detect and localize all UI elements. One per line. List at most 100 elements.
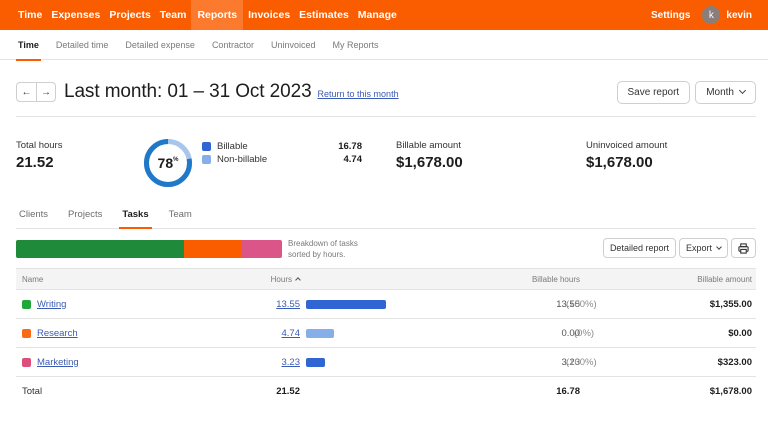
hours-bar-cell xyxy=(306,290,386,318)
hours-bar-cell xyxy=(306,348,325,376)
total-label: Total xyxy=(22,386,43,397)
tab-tasks[interactable]: Tasks xyxy=(119,206,152,229)
export-button[interactable]: Export xyxy=(678,238,728,258)
subnav-contractor[interactable]: Contractor xyxy=(211,39,254,50)
breakdown-text-line1: Breakdown of tasks xyxy=(288,239,358,248)
hours-bar-cell xyxy=(306,319,334,347)
task-link-writing[interactable]: Writing xyxy=(37,298,67,310)
task-link-marketing[interactable]: Marketing xyxy=(37,356,79,368)
header-hours[interactable]: Hours xyxy=(270,269,301,289)
tab-clients[interactable]: Clients xyxy=(19,209,49,220)
subnav-detailed-expense[interactable]: Detailed expense xyxy=(125,39,195,50)
billable-hours-cell: 0.00 xyxy=(562,319,581,347)
settings-link[interactable]: Settings xyxy=(650,9,691,21)
nav-estimates[interactable]: Estimates xyxy=(299,9,349,21)
arrow-right-icon: → xyxy=(41,86,51,98)
billable-percent: 78% xyxy=(142,137,194,189)
task-breakdown-bar xyxy=(16,240,282,258)
hours-cell: 13.55 xyxy=(276,290,300,318)
summary-stats: Total hours 21.52 78% Billable 16.78 Non… xyxy=(16,137,756,190)
total-billable-hours: 16.78 xyxy=(556,386,580,397)
nav-time[interactable]: Time xyxy=(18,9,43,21)
breakdown-tabs: Clients Projects Tasks Team xyxy=(16,206,756,229)
page-title: Last month: 01 – 31 Oct 2023 xyxy=(64,81,312,102)
nav-projects[interactable]: Projects xyxy=(109,9,151,21)
task-name-cell: Marketing xyxy=(22,348,79,376)
divider xyxy=(16,116,756,117)
percent-sign: % xyxy=(173,157,179,163)
header-name[interactable]: Name xyxy=(22,274,44,284)
breakdown-segment-marketing[interactable] xyxy=(242,240,282,258)
header-billable-hours[interactable]: Billable hours xyxy=(531,274,580,284)
billable-hours-value: 13.55 xyxy=(556,298,580,310)
nav-expenses[interactable]: Expenses xyxy=(51,9,101,21)
legend-billable: Billable 16.78 xyxy=(202,140,362,153)
nav-manage[interactable]: Manage xyxy=(357,9,397,21)
main-nav: Time Expenses Projects Team Reports Invo… xyxy=(14,0,402,30)
table-header: Name Hours Billable hours Billable amoun… xyxy=(16,268,756,290)
top-navigation-bar: Time Expenses Projects Team Reports Invo… xyxy=(0,0,768,30)
nav-reports[interactable]: Reports xyxy=(191,0,244,30)
hours-link[interactable]: 3.23 xyxy=(281,356,301,368)
total-hours-label: Total hours xyxy=(16,140,63,151)
billable-amount-cell: $323.00 xyxy=(717,356,752,368)
billable-percent-cell: (0%) xyxy=(574,327,595,339)
billable-amount-label: Billable amount xyxy=(396,140,461,151)
hours-bar xyxy=(306,328,334,338)
tab-team[interactable]: Team xyxy=(168,209,192,220)
header-hours-label: Hours xyxy=(270,274,292,284)
print-button[interactable] xyxy=(731,238,756,258)
breakdown-text-line2: sorted by hours. xyxy=(288,250,346,259)
chevron-down-icon xyxy=(738,86,747,95)
user-name[interactable]: kevin xyxy=(726,9,752,21)
task-color-swatch xyxy=(22,299,31,309)
legend-non-billable-value: 4.74 xyxy=(343,154,363,165)
previous-period-button[interactable]: ← xyxy=(17,83,36,101)
subnav-time[interactable]: Time xyxy=(16,30,41,61)
billable-percent-cell: (100%) xyxy=(566,356,597,368)
uninvoiced-amount-stat: Uninvoiced amount $1,678.00 xyxy=(586,140,667,171)
billable-percent-cell: (100%) xyxy=(566,298,597,310)
billable-amount-stat: Billable amount $1,678.00 xyxy=(396,140,463,171)
period-select-label: Month xyxy=(706,86,734,98)
task-name-cell: Writing xyxy=(22,290,66,318)
billable-amount-cell: $1,355.00 xyxy=(709,298,752,310)
export-label: Export xyxy=(685,243,712,253)
billable-hours-value: 0.00 xyxy=(561,327,581,339)
return-to-this-month-link[interactable]: Return to this month xyxy=(317,88,399,99)
next-period-button[interactable]: → xyxy=(36,83,55,101)
save-report-label: Save report xyxy=(627,86,680,98)
table-row: Research 4.74 0.00 (0%) $0.00 xyxy=(16,319,756,348)
nav-team[interactable]: Team xyxy=(159,9,187,21)
subnav-detailed-time[interactable]: Detailed time xyxy=(55,39,109,50)
save-report-button[interactable]: Save report xyxy=(616,80,691,104)
arrow-left-icon: ← xyxy=(21,86,32,98)
subnav-uninvoiced[interactable]: Uninvoiced xyxy=(270,39,316,50)
hours-link[interactable]: 13.55 xyxy=(276,298,300,310)
detailed-report-button[interactable]: Detailed report xyxy=(602,238,676,258)
hours-cell: 4.74 xyxy=(282,319,301,347)
billable-hours-value: 3.23 xyxy=(561,356,581,368)
breakdown-description: Breakdown of tasks sorted by hours. xyxy=(288,238,358,260)
billable-swatch xyxy=(202,142,211,151)
legend-billable-value: 16.78 xyxy=(338,141,362,152)
tab-projects[interactable]: Projects xyxy=(68,209,103,220)
total-hours: 21.52 xyxy=(276,386,300,397)
detailed-report-label: Detailed report xyxy=(609,243,669,253)
task-link-research[interactable]: Research xyxy=(37,327,78,339)
hours-link[interactable]: 4.74 xyxy=(281,327,301,339)
billable-percent-value: 78 xyxy=(157,155,174,171)
breakdown-segment-research[interactable] xyxy=(183,240,243,258)
nav-invoices[interactable]: Invoices xyxy=(248,9,291,21)
header-billable-amount[interactable]: Billable amount xyxy=(697,274,752,284)
billable-amount-cell: $0.00 xyxy=(728,327,752,339)
print-icon xyxy=(738,242,749,254)
period-navigation: ← → xyxy=(16,82,56,102)
tasks-table: Name Hours Billable hours Billable amoun… xyxy=(16,268,756,406)
hours-bar xyxy=(306,357,325,367)
breakdown-segment-writing[interactable] xyxy=(16,240,184,258)
avatar[interactable]: k xyxy=(702,6,721,24)
subnav-my-reports[interactable]: My Reports xyxy=(332,39,379,50)
period-select[interactable]: Month xyxy=(695,80,756,104)
total-billable-amount: $1,678.00 xyxy=(709,386,752,397)
